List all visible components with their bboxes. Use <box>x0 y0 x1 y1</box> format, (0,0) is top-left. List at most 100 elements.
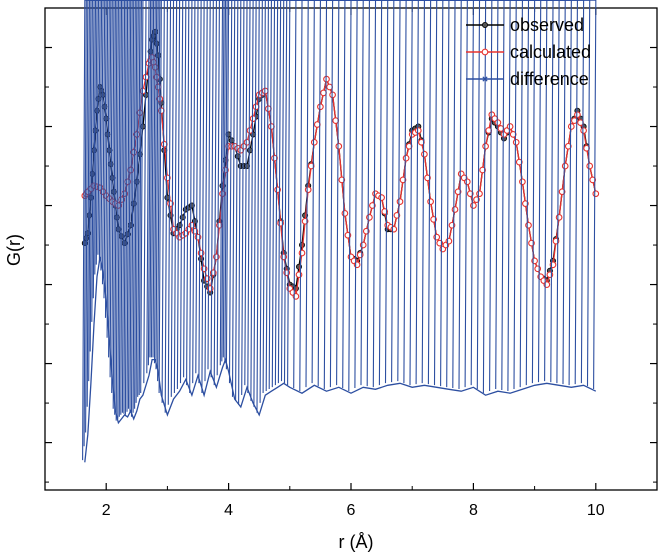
data-point-calculated <box>531 257 538 265</box>
data-point-calculated <box>476 190 483 198</box>
legend-label-difference: difference <box>510 69 589 89</box>
data-point-calculated <box>482 142 489 150</box>
x-axis-label: r (Å) <box>339 532 374 552</box>
data-point-calculated <box>555 214 563 221</box>
x-tick-label: 10 <box>587 502 605 519</box>
data-point-observed <box>92 127 99 134</box>
data-point-calculated <box>515 158 523 166</box>
data-point-calculated <box>310 138 318 146</box>
data-point-calculated <box>405 142 413 150</box>
data-point-calculated <box>506 123 514 130</box>
data-point-calculated <box>399 176 407 184</box>
x-tick-label: 8 <box>469 502 478 519</box>
data-point-calculated <box>424 174 431 182</box>
data-point-calculated <box>222 166 229 174</box>
data-point-calculated <box>466 190 474 198</box>
data-point-calculated <box>356 251 364 259</box>
data-point-calculated <box>414 127 422 134</box>
data-point-calculated <box>519 178 526 186</box>
data-point-calculated <box>561 162 569 170</box>
data-point-calculated <box>509 131 517 138</box>
series-layer <box>82 0 600 462</box>
data-point-calculated <box>427 198 434 205</box>
data-point-calculated <box>512 138 520 146</box>
data-point-calculated <box>124 178 131 186</box>
data-point-calculated <box>494 119 502 126</box>
data-point-calculated <box>219 190 226 198</box>
data-point-calculated <box>191 227 199 235</box>
data-point-calculated <box>118 196 125 203</box>
data-point-calculated <box>378 194 385 201</box>
data-point-calculated <box>463 178 471 186</box>
legend-item-calculated: calculated <box>466 42 591 62</box>
data-point-calculated <box>549 261 557 269</box>
data-point-calculated <box>127 166 135 174</box>
data-point-calculated <box>433 233 441 241</box>
data-point-calculated <box>274 186 281 194</box>
x-tick-label: 6 <box>347 502 356 519</box>
x-tick-labels: 2 4 6 8 10 <box>102 502 605 519</box>
data-point-calculated <box>369 202 376 209</box>
x-tick-label: 4 <box>224 502 233 519</box>
data-point-calculated <box>567 123 575 130</box>
series-line-calculated <box>84 55 597 299</box>
data-point-observed <box>91 147 98 154</box>
data-point-calculated <box>317 103 324 111</box>
legend-item-observed: observed <box>466 15 584 35</box>
series-difference <box>83 0 596 462</box>
data-point-calculated <box>396 198 404 205</box>
data-point-calculated <box>445 237 453 245</box>
legend-swatch-marker <box>482 76 488 82</box>
data-point-calculated <box>454 188 462 196</box>
data-point-calculated <box>470 202 477 209</box>
data-point-difference <box>385 0 406 385</box>
data-point-calculated <box>307 162 315 170</box>
data-point-calculated <box>558 188 566 196</box>
data-point-calculated <box>583 144 590 152</box>
data-point-observed <box>87 194 94 201</box>
data-point-observed <box>179 214 186 221</box>
data-point-calculated <box>574 111 581 119</box>
data-point-calculated <box>326 83 333 91</box>
legend-swatch-marker <box>481 48 489 56</box>
data-point-calculated <box>301 217 309 225</box>
data-point-calculated <box>252 103 260 111</box>
legend: observed calculated difference <box>466 15 591 89</box>
data-point-calculated <box>580 127 587 134</box>
data-point-difference <box>385 0 387 385</box>
data-point-calculated <box>592 190 600 198</box>
data-point-calculated <box>525 221 532 229</box>
data-point-calculated <box>243 138 251 146</box>
data-point-calculated <box>344 231 352 239</box>
data-point-calculated <box>341 210 349 217</box>
data-point-calculated <box>479 166 486 174</box>
data-point-difference <box>217 0 377 377</box>
data-point-calculated <box>451 206 459 213</box>
data-point-calculated <box>295 271 303 279</box>
legend-swatch-marker <box>481 21 488 28</box>
data-point-calculated <box>121 190 128 198</box>
data-point-calculated <box>216 221 223 229</box>
data-point-calculated <box>366 214 373 221</box>
data-point-calculated <box>543 281 551 288</box>
data-point-calculated <box>390 225 398 233</box>
data-point-calculated <box>421 150 428 158</box>
data-point-observed <box>188 202 195 209</box>
data-point-calculated <box>571 117 578 124</box>
data-point-calculated <box>577 119 584 126</box>
data-point-calculated <box>485 127 493 134</box>
y-axis-label: G(r) <box>4 234 24 266</box>
data-point-calculated <box>497 125 505 132</box>
data-point-calculated <box>271 154 278 162</box>
data-point-calculated <box>589 176 597 184</box>
data-point-observed <box>89 170 96 177</box>
data-point-difference <box>155 0 366 365</box>
data-point-difference <box>386 0 418 386</box>
legend-label-observed: observed <box>510 15 584 35</box>
data-point-calculated <box>362 227 370 235</box>
legend-label-calculated: calculated <box>510 42 591 62</box>
data-point-calculated <box>194 233 202 241</box>
data-point-calculated <box>402 154 410 162</box>
x-tick-label: 2 <box>102 502 111 519</box>
legend-item-difference: difference <box>466 69 589 89</box>
